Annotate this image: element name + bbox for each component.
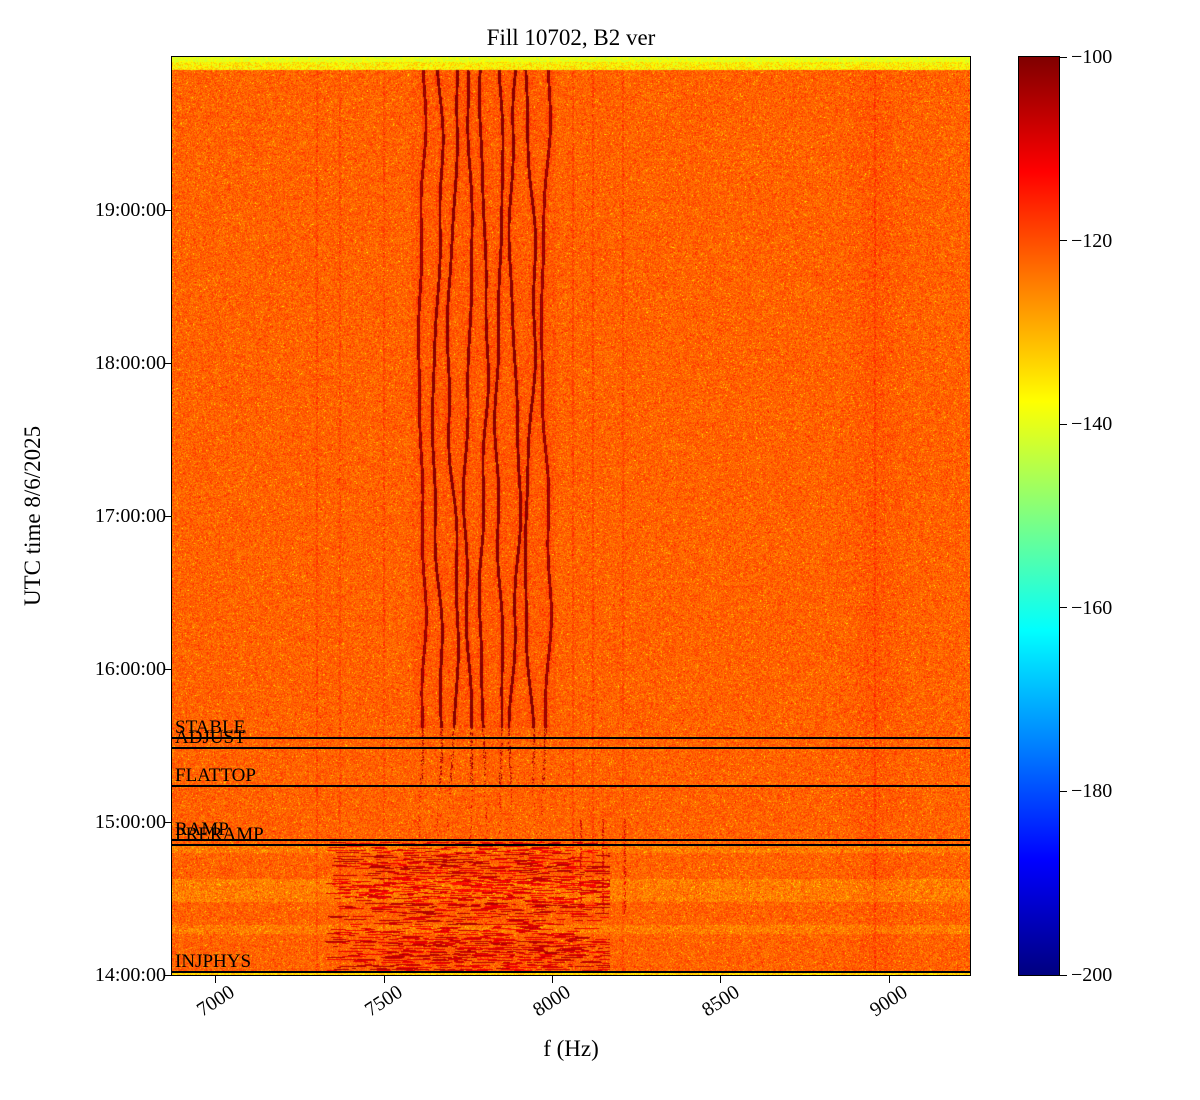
y-tick-mark [164,515,171,517]
colorbar-tick-mark [1060,423,1067,425]
plot-area: STABLE ADJUST FLATTOP RAMP PRERAMP INJPHYS [171,56,971,976]
x-axis-label: f (Hz) [543,1036,599,1061]
annotation-line [172,785,970,788]
colorbar-tick-label: −100 [1071,46,1113,68]
y-tick-label: 18:00:00 [94,352,166,374]
annotation-label: ADJUST [175,727,246,749]
y-tick-label: 19:00:00 [94,199,166,221]
colorbar-tick-mark [1060,56,1067,58]
spectrogram-canvas [172,57,970,975]
y-tick-label: 16:00:00 [94,658,166,680]
colorbar-tick-mark [1060,974,1067,976]
annotation-line [172,838,970,841]
annotation-line [172,747,970,750]
colorbar-tick-mark [1060,607,1067,609]
x-tick-label: 7000 [192,980,239,1022]
annotation-line [172,971,970,974]
annotation-label: RAMP [175,818,229,840]
annotation-label: STABLE [175,716,246,738]
chart-title: Fill 10702, B2 ver [486,25,656,50]
annotation-line [172,843,970,846]
colorbar [1018,56,1060,976]
x-tick-mark [551,976,553,983]
y-tick-mark [164,668,171,670]
annotation-label: PRERAMP [175,823,264,845]
annotations-layer: STABLE ADJUST FLATTOP RAMP PRERAMP INJPHYS [172,57,970,975]
annotation-line [172,736,970,739]
y-tick-mark [164,974,171,976]
colorbar-gradient [1019,57,1059,975]
colorbar-tick-label: −160 [1071,596,1113,619]
x-tick-label: 9000 [866,980,912,1022]
colorbar-tick-mark [1060,790,1067,792]
x-tick-label: 8000 [529,980,575,1022]
x-tick-mark [383,976,385,983]
x-tick-label: 8500 [697,980,744,1022]
y-tick-label: 15:00:00 [94,811,166,833]
y-tick-mark [164,362,171,364]
colorbar-tick-label: −180 [1071,780,1113,803]
x-tick-mark [720,976,722,983]
colorbar-tick-label: −200 [1071,964,1113,986]
annotation-label: INJPHYS [175,951,252,973]
y-tick-label: 14:00:00 [94,964,166,986]
y-tick-mark [164,821,171,823]
x-tick-mark [888,976,890,983]
colorbar-tick-mark [1060,240,1067,242]
annotation-label: FLATTOP [175,765,256,787]
y-tick-mark [164,209,171,211]
colorbar-tick-label: −120 [1071,229,1113,252]
x-tick-mark [215,976,217,983]
x-tick-label: 7500 [361,980,407,1022]
colorbar-tick-label: −140 [1071,413,1113,436]
y-tick-label: 17:00:00 [94,505,166,527]
